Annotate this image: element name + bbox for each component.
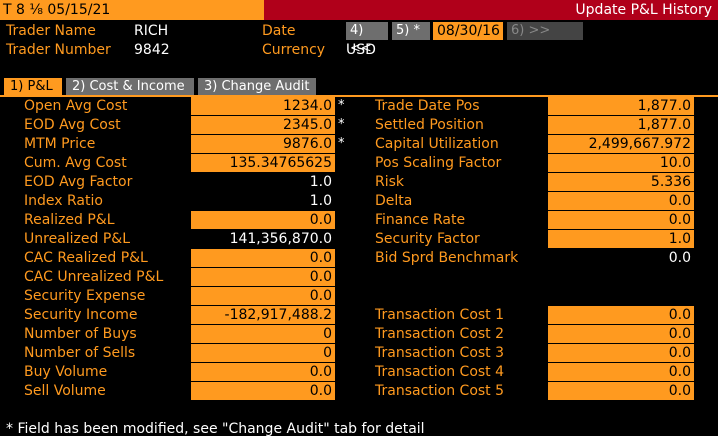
finance-rate-label: Finance Rate bbox=[375, 212, 466, 228]
transaction-cost-2-label: Transaction Cost 2 bbox=[375, 326, 505, 342]
security-expense-field[interactable]: 0.0 bbox=[191, 287, 335, 305]
number-of-buys-label: Number of Buys bbox=[24, 326, 137, 342]
capital-utilization-field[interactable]: 2,499,667.972 bbox=[548, 135, 694, 153]
trader-number-label: Trader Number bbox=[6, 42, 111, 58]
eod-avg-factor-label: EOD Avg Factor bbox=[24, 174, 133, 190]
unrealized-pnl-label: Unrealized P&L bbox=[24, 231, 130, 247]
unrealized-pnl-value: 141,356,870.0 bbox=[229, 231, 332, 247]
settled-position-label: Settled Position bbox=[375, 117, 484, 133]
tab-change-audit[interactable]: 3) Change Audit bbox=[198, 78, 316, 96]
sell-volume-label: Sell Volume bbox=[24, 383, 106, 399]
transaction-cost-3-field[interactable]: 0.0 bbox=[548, 344, 694, 362]
modified-field-footnote: * Field has been modified, see "Change A… bbox=[6, 421, 425, 436]
transaction-cost-1-field[interactable]: 0.0 bbox=[548, 306, 694, 324]
realized-pnl-field[interactable]: 0.0 bbox=[191, 211, 335, 229]
index-ratio-value: 1.0 bbox=[309, 193, 332, 209]
number-of-sells-label: Number of Sells bbox=[24, 345, 136, 361]
modified-marker: * bbox=[338, 117, 345, 132]
tab-pnl[interactable]: 1) P&L bbox=[4, 78, 62, 96]
modified-marker: * bbox=[338, 136, 345, 151]
risk-field[interactable]: 5.336 bbox=[548, 173, 694, 191]
index-ratio-label: Index Ratio bbox=[24, 193, 103, 209]
cac-realized-pnl-label: CAC Realized P&L bbox=[24, 250, 148, 266]
realized-pnl-label: Realized P&L bbox=[24, 212, 115, 228]
capital-utilization-label: Capital Utilization bbox=[375, 136, 499, 152]
mtm-price-field[interactable]: 9876.0 bbox=[191, 135, 335, 153]
transaction-cost-2-field[interactable]: 0.0 bbox=[548, 325, 694, 343]
eod-avg-cost-field[interactable]: 2345.0 bbox=[191, 116, 335, 134]
mtm-price-label: MTM Price bbox=[24, 136, 96, 152]
current-date-button[interactable]: 5) * bbox=[392, 22, 430, 40]
currency-value: USD bbox=[346, 42, 376, 58]
delta-field[interactable]: 0.0 bbox=[548, 192, 694, 210]
settled-position-field[interactable]: 1,877.0 bbox=[548, 116, 694, 134]
cac-realized-pnl-field[interactable]: 0.0 bbox=[191, 249, 335, 267]
finance-rate-field[interactable]: 0.0 bbox=[548, 211, 694, 229]
tab-cost-income[interactable]: 2) Cost & Income bbox=[66, 78, 194, 96]
transaction-cost-4-field[interactable]: 0.0 bbox=[548, 363, 694, 381]
trade-date-pos-field[interactable]: 1,877.0 bbox=[548, 97, 694, 115]
number-of-sells-field[interactable]: 0 bbox=[191, 344, 335, 362]
transaction-cost-4-label: Transaction Cost 4 bbox=[375, 364, 505, 380]
pos-scaling-factor-field[interactable]: 10.0 bbox=[548, 154, 694, 172]
date-label: Date bbox=[262, 23, 296, 39]
currency-label: Currency bbox=[262, 42, 326, 58]
bid-sprd-benchmark-label: Bid Sprd Benchmark bbox=[375, 250, 519, 266]
transaction-cost-5-label: Transaction Cost 5 bbox=[375, 383, 505, 399]
risk-label: Risk bbox=[375, 174, 405, 190]
security-income-label: Security Income bbox=[24, 307, 138, 323]
buy-volume-label: Buy Volume bbox=[24, 364, 108, 380]
security-expense-label: Security Expense bbox=[24, 288, 146, 304]
number-of-buys-field[interactable]: 0 bbox=[191, 325, 335, 343]
buy-volume-field[interactable]: 0.0 bbox=[191, 363, 335, 381]
trader-name-label: Trader Name bbox=[6, 23, 96, 39]
transaction-cost-1-label: Transaction Cost 1 bbox=[375, 307, 505, 323]
delta-label: Delta bbox=[375, 193, 413, 209]
cac-unrealized-pnl-label: CAC Unrealized P&L bbox=[24, 269, 164, 285]
pos-scaling-factor-label: Pos Scaling Factor bbox=[375, 155, 502, 171]
security-title: T 8 ⅛ 05/15/21 bbox=[0, 0, 264, 20]
transaction-cost-3-label: Transaction Cost 3 bbox=[375, 345, 505, 361]
trade-date-pos-label: Trade Date Pos bbox=[375, 98, 480, 114]
cum-avg-cost-label: Cum. Avg Cost bbox=[24, 155, 127, 171]
eod-avg-cost-label: EOD Avg Cost bbox=[24, 117, 121, 133]
function-title: Update P&L History bbox=[264, 0, 718, 20]
title-bar: T 8 ⅛ 05/15/21 Update P&L History bbox=[0, 0, 718, 20]
security-income-field[interactable]: -182,917,488.2 bbox=[191, 306, 335, 324]
next-date-button[interactable]: 6) >> bbox=[507, 22, 583, 40]
security-factor-label: Security Factor bbox=[375, 231, 480, 247]
tab-underline bbox=[0, 95, 718, 97]
modified-marker: * bbox=[338, 98, 345, 113]
open-avg-cost-field[interactable]: 1234.0 bbox=[191, 97, 335, 115]
bid-sprd-benchmark-value: 0.0 bbox=[668, 250, 691, 266]
open-avg-cost-label: Open Avg Cost bbox=[24, 98, 128, 114]
security-factor-field[interactable]: 1.0 bbox=[548, 230, 694, 248]
trader-name-value: RICH bbox=[134, 23, 169, 39]
trader-number-value: 9842 bbox=[134, 42, 170, 58]
transaction-cost-5-field[interactable]: 0.0 bbox=[548, 382, 694, 400]
sell-volume-field[interactable]: 0.0 bbox=[191, 382, 335, 400]
cum-avg-cost-field[interactable]: 135.34765625 bbox=[191, 154, 335, 172]
date-input[interactable]: 08/30/16 bbox=[433, 22, 503, 40]
cac-unrealized-pnl-field[interactable]: 0.0 bbox=[191, 268, 335, 286]
eod-avg-factor-value: 1.0 bbox=[309, 174, 332, 190]
previous-date-button[interactable]: 4) << bbox=[346, 22, 388, 56]
